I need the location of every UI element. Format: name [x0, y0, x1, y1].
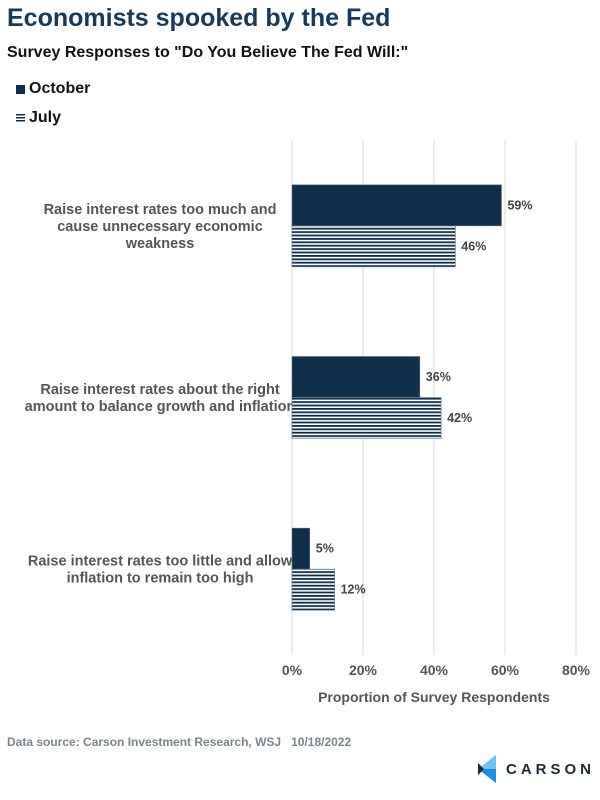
x-tick-label: 20% — [349, 662, 378, 678]
data-label: 42% — [447, 411, 472, 425]
carson-logo-icon — [478, 755, 496, 783]
bar-october — [291, 356, 421, 398]
chart-title: Economists spooked by the Fed — [7, 4, 391, 32]
bar-july — [291, 568, 335, 611]
category-label: amount to balance growth and inflation — [25, 399, 296, 415]
bar-july — [291, 225, 456, 268]
x-axis-label: Proportion of Survey Respondents — [318, 689, 550, 705]
data-label: 36% — [426, 370, 451, 384]
bar-chart: 0% 20% 40% 60% 80% Proportion of Survey Respo… — [25, 140, 591, 705]
carson-logo: CARSON — [478, 755, 595, 783]
legend-swatch-october — [16, 84, 25, 94]
category-label: weakness — [125, 236, 195, 252]
data-label: 46% — [461, 239, 486, 253]
carson-logo-text: CARSON — [506, 760, 596, 778]
category-label: inflation to remain too high — [67, 571, 254, 587]
x-tick-label: 60% — [491, 662, 520, 678]
bar-october — [291, 527, 311, 570]
category-label: cause unnecessary economic — [57, 219, 263, 235]
legend-swatch-july — [16, 113, 25, 123]
bar-july — [291, 397, 442, 439]
category-label: Raise interest rates too much and — [44, 202, 277, 218]
legend-item-july: July — [16, 109, 61, 127]
data-label: 59% — [507, 198, 532, 212]
chart-subtitle: Survey Responses to "Do You Believe The … — [7, 44, 409, 61]
legend-label-october: October — [29, 80, 91, 97]
x-tick-label: 80% — [562, 662, 591, 678]
legend-item-october: October — [16, 80, 90, 98]
legend-label-july: July — [29, 109, 62, 126]
data-label: 12% — [341, 583, 366, 597]
data-source: Data source: Carson Investment Research,… — [7, 735, 352, 749]
category-label: Raise interest rates about the right — [40, 382, 279, 398]
data-label: 5% — [316, 542, 334, 556]
x-tick-label: 40% — [420, 662, 449, 678]
category-label: Raise interest rates too little and allo… — [28, 554, 293, 570]
bar-october — [291, 184, 502, 227]
x-tick-label: 0% — [282, 662, 303, 678]
